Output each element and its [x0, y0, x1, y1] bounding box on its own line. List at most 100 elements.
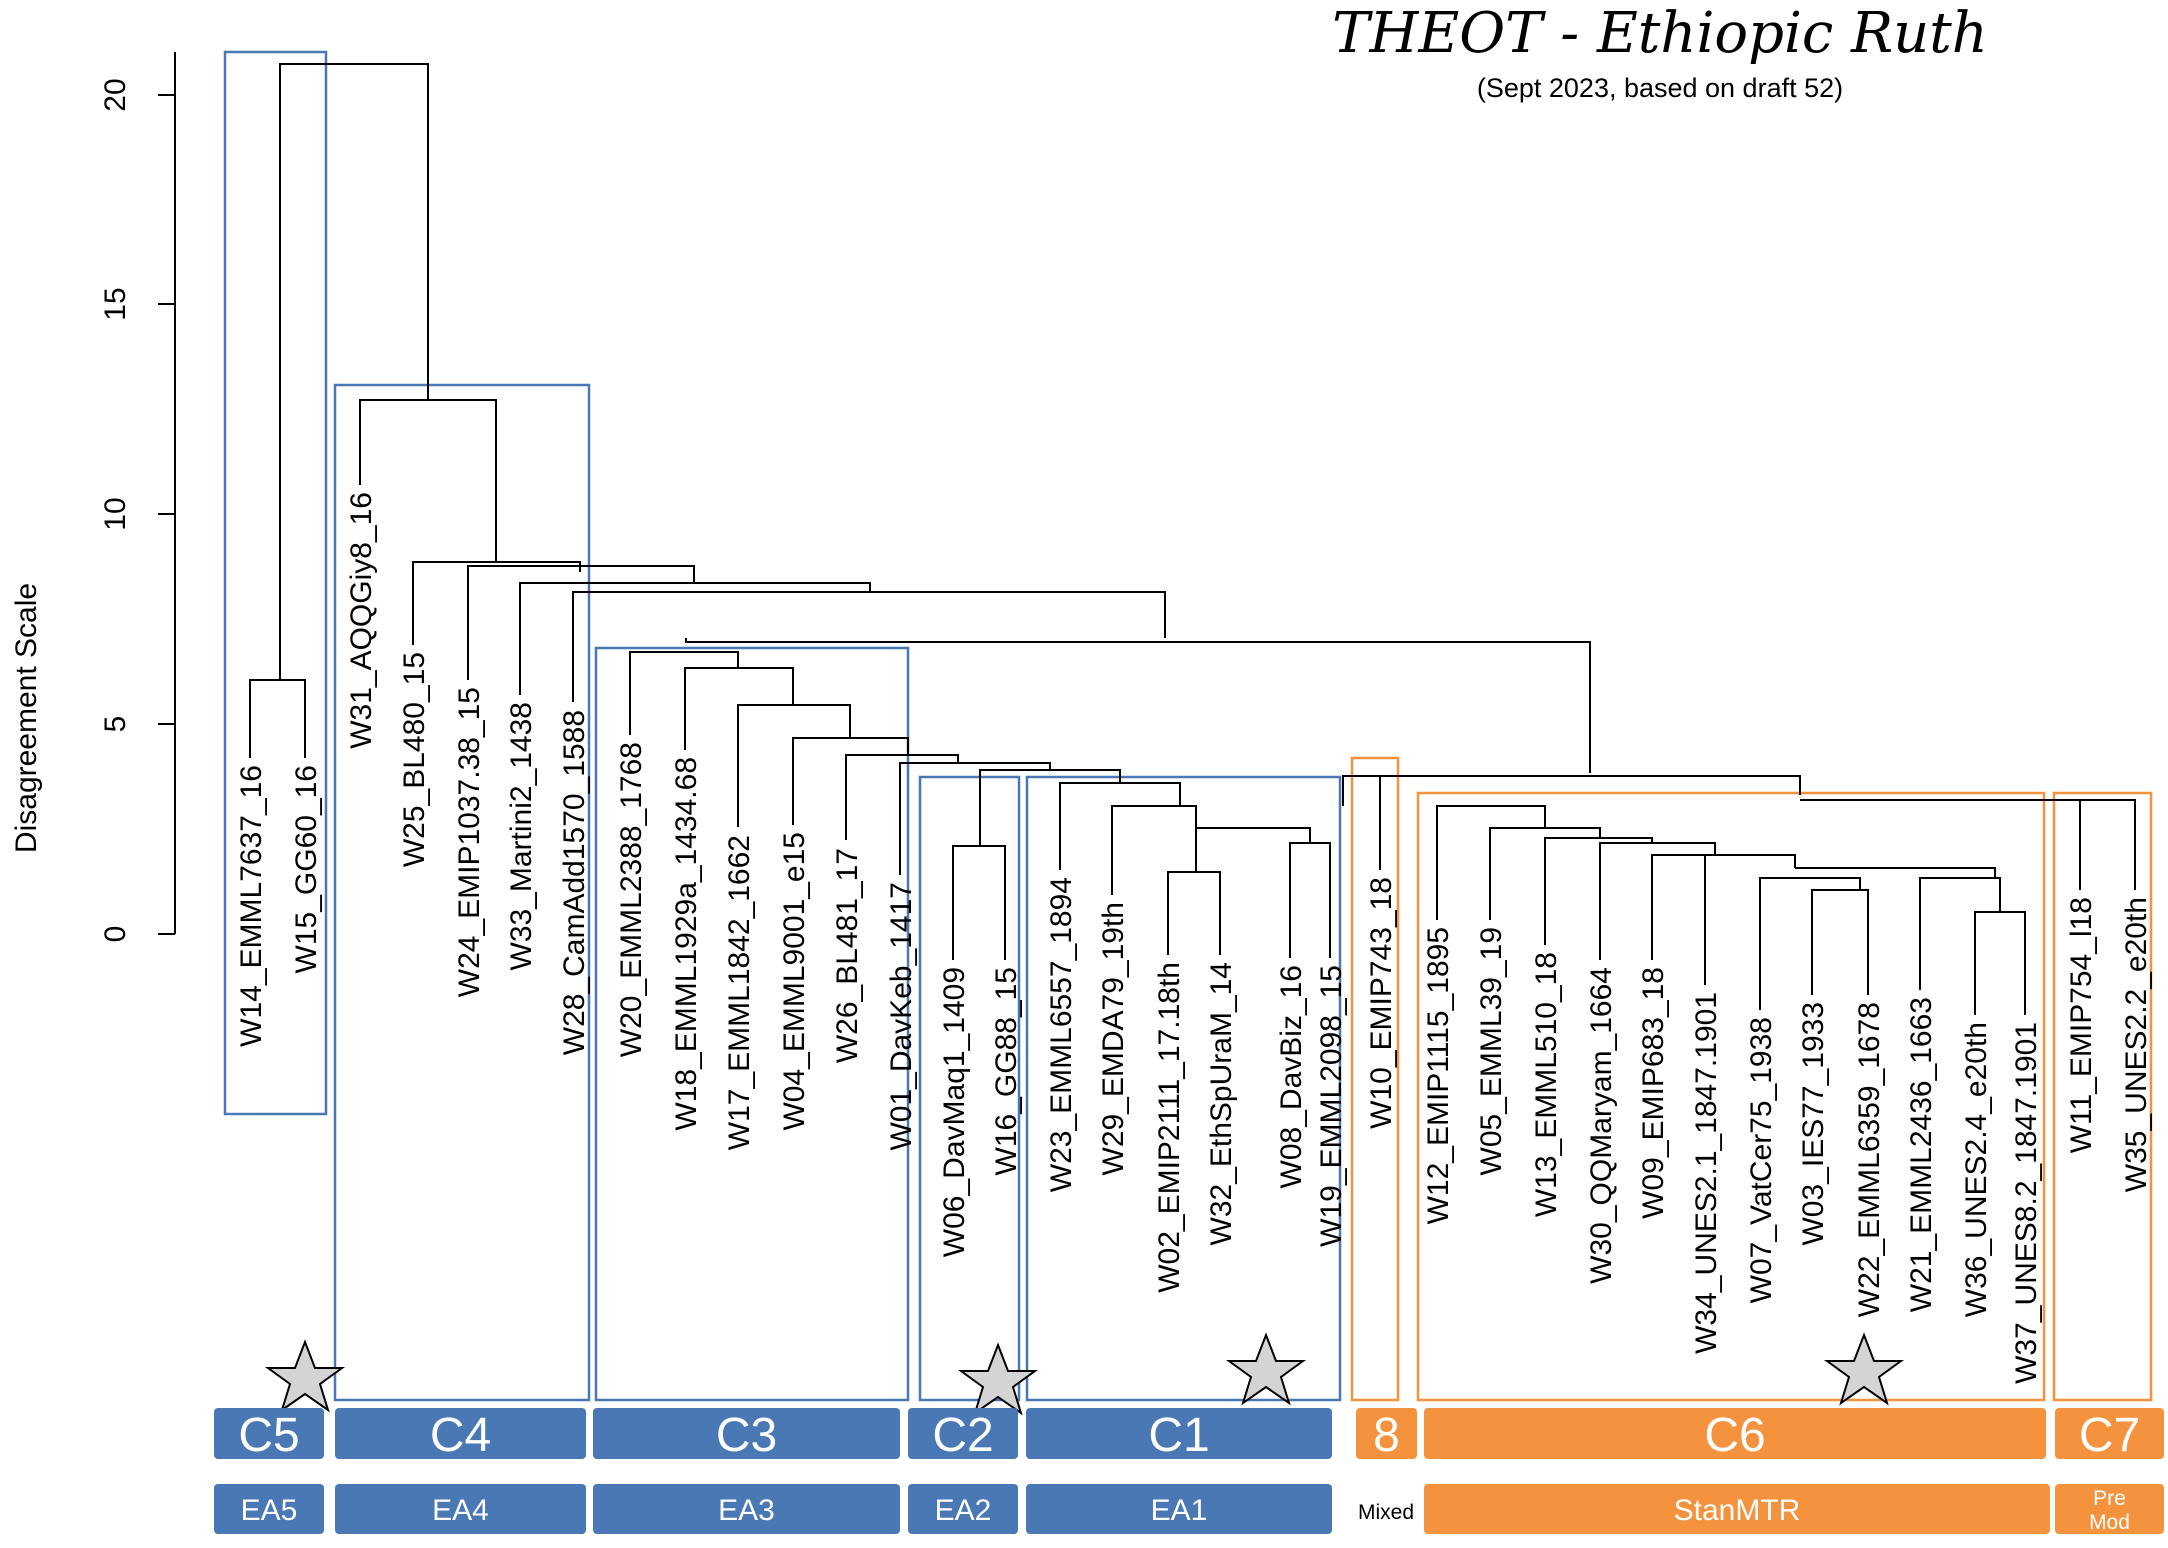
group-label: EA4 [432, 1494, 489, 1527]
branch-c3-w18 [684, 667, 794, 750]
figure-subtitle: (Sept 2023, based on draft 52) [1477, 73, 1843, 103]
star-icon [1225, 1332, 1307, 1406]
leaf-label: W34_UNES2.1_1847.1901 [1690, 992, 1723, 1354]
leaf-label: W04_EMML9001_e15 [778, 832, 811, 1131]
y-tick-label: 0 [99, 926, 132, 943]
group-bar [593, 1484, 900, 1534]
cluster-label: C5 [238, 1409, 299, 1462]
branch-c4-w28 [572, 591, 1166, 702]
branch-c6-w13 [1544, 837, 1653, 945]
figure-title: THEOT - Ethiopic Ruth [1332, 1, 1988, 66]
leaf-label: W02_EMIP2111_17.18th [1153, 962, 1186, 1293]
cluster-box-c4 [333, 383, 591, 1402]
branch-c2 [952, 769, 1121, 960]
branch-c4-w25 [412, 561, 581, 645]
leaf-label: W15_GG60_16 [290, 765, 323, 973]
branch-c3-w01 [899, 762, 1051, 875]
group-bar [214, 1484, 324, 1534]
branch-c3-w17 [737, 704, 851, 827]
branch-c6-w21 [1919, 877, 2001, 990]
branch-c4-w24 [467, 565, 695, 680]
group-label: Mixed [1358, 1501, 1414, 1524]
cluster-boxes [223, 50, 2153, 1402]
branch-c6-join [1795, 867, 1996, 878]
star-icon [264, 1339, 346, 1413]
branch-c4-w33 [519, 582, 871, 695]
dendrogram-branches [249, 63, 2136, 1015]
branch-c1-w32 [1195, 827, 1311, 872]
leaf-label: W05_EMML39_19 [1475, 927, 1508, 1175]
cluster-bar [1026, 1408, 1332, 1459]
leaf-label: W09_EMIP683_18 [1637, 967, 1670, 1219]
leaf-label: W29_EMDA79_19th [1097, 902, 1130, 1176]
leaf-label: W11_EMIP754_l18 [2065, 897, 2098, 1153]
group-bar [1424, 1484, 2050, 1534]
cluster-bar [214, 1408, 324, 1459]
branch-c6-w03 [1811, 889, 1869, 995]
branch-c1-w02 [1167, 871, 1221, 955]
star-icon [1823, 1332, 1905, 1406]
group-label: EA2 [935, 1494, 992, 1527]
branch-orange-top [1342, 775, 1801, 806]
cluster-label-bars: C5 C4 C3 C2 C1 8 C6 C7 [214, 1408, 2164, 1462]
leaf-label: W36_UNES2.4_e20th [1960, 1022, 1993, 1317]
cluster-label: C4 [430, 1409, 491, 1462]
branch-c6-w09 [1651, 854, 1796, 960]
leaf-label: W30_QQMaryam_1664 [1585, 967, 1618, 1284]
branch-c6-w36 [1974, 911, 2026, 1015]
cluster-label: C7 [2079, 1409, 2140, 1462]
cluster-box-c3 [594, 646, 910, 1402]
y-tick-label: 20 [99, 78, 132, 111]
cluster-bar [1424, 1408, 2046, 1459]
leaf-label: W37_UNES8.2_1847.1901 [2010, 1022, 2043, 1384]
leaf-label: W28_CamAdd1570_1588 [558, 710, 591, 1055]
branch-c5 [249, 63, 429, 758]
leaf-label: W17_EMML1842_1662 [723, 835, 756, 1150]
leaf-label: W33_Martini2_1438 [505, 702, 538, 971]
leaf-label: W01_DavKeb_1417 [885, 882, 918, 1151]
branch-c6-w30 [1599, 842, 1716, 960]
leaf-label: W07_VatCer75_1938 [1745, 1017, 1778, 1303]
y-axis-label: Disagreement Scale [10, 583, 43, 853]
leaf-label: W32_EthSpUraM_14 [1205, 962, 1238, 1245]
leaf-label: W20_EMML2388_1768 [615, 742, 648, 1057]
group-bar [2055, 1484, 2164, 1534]
leaf-label: W25_BL480_15 [398, 652, 431, 867]
leaf-label: W35_UNES2.2_e20th [2120, 897, 2153, 1192]
branch-c4-top [359, 399, 497, 562]
star-icon [957, 1342, 1039, 1416]
leaf-label: W23_EMML6557_1894 [1045, 877, 1078, 1192]
leaf-label: W18_EMML1929a_1434.68 [670, 757, 703, 1131]
branch-c6-top [1436, 805, 1546, 920]
branch-c3-w26 [845, 754, 959, 840]
stars [264, 1332, 1905, 1416]
group-label: StanMTR [1674, 1494, 1801, 1527]
leaf-label: W22_EMML6359_1678 [1853, 1002, 1886, 1317]
y-tick-label: 15 [99, 287, 132, 320]
cluster-label: 8 [1373, 1409, 1400, 1462]
group-bar [908, 1484, 1018, 1534]
cluster-box-c5 [223, 50, 328, 1116]
cluster-bar [908, 1408, 1018, 1459]
cluster-bar [2055, 1408, 2164, 1459]
leaf-label: W24_EMIP1037.38_15 [453, 687, 486, 997]
cluster-bar [593, 1408, 900, 1459]
group-bar [1026, 1484, 1332, 1534]
y-axis: 0 5 10 15 20 Disagreement Scale [10, 52, 176, 943]
branch-c1-w08 [1289, 842, 1331, 958]
cluster-box-c2 [918, 775, 1021, 1402]
branch-c6-w07 [1759, 877, 1861, 1010]
leaf-label: W10_EMIP743_18 [1365, 877, 1398, 1129]
leaf-label: W21_EMML2436_1663 [1905, 997, 1938, 1312]
cluster-label: C1 [1148, 1409, 1209, 1462]
cluster-box-c1 [1025, 775, 1342, 1402]
branch-c3-top [685, 638, 1591, 773]
leaf-label: W26_BL481_17 [831, 848, 864, 1063]
branch-c3-inner [629, 651, 739, 735]
y-tick-label: 5 [99, 716, 132, 733]
cluster-box-c7 [2052, 791, 2153, 1402]
cluster-label: C6 [1704, 1409, 1765, 1462]
y-tick-label: 10 [99, 497, 132, 530]
cluster-label: C3 [716, 1409, 777, 1462]
